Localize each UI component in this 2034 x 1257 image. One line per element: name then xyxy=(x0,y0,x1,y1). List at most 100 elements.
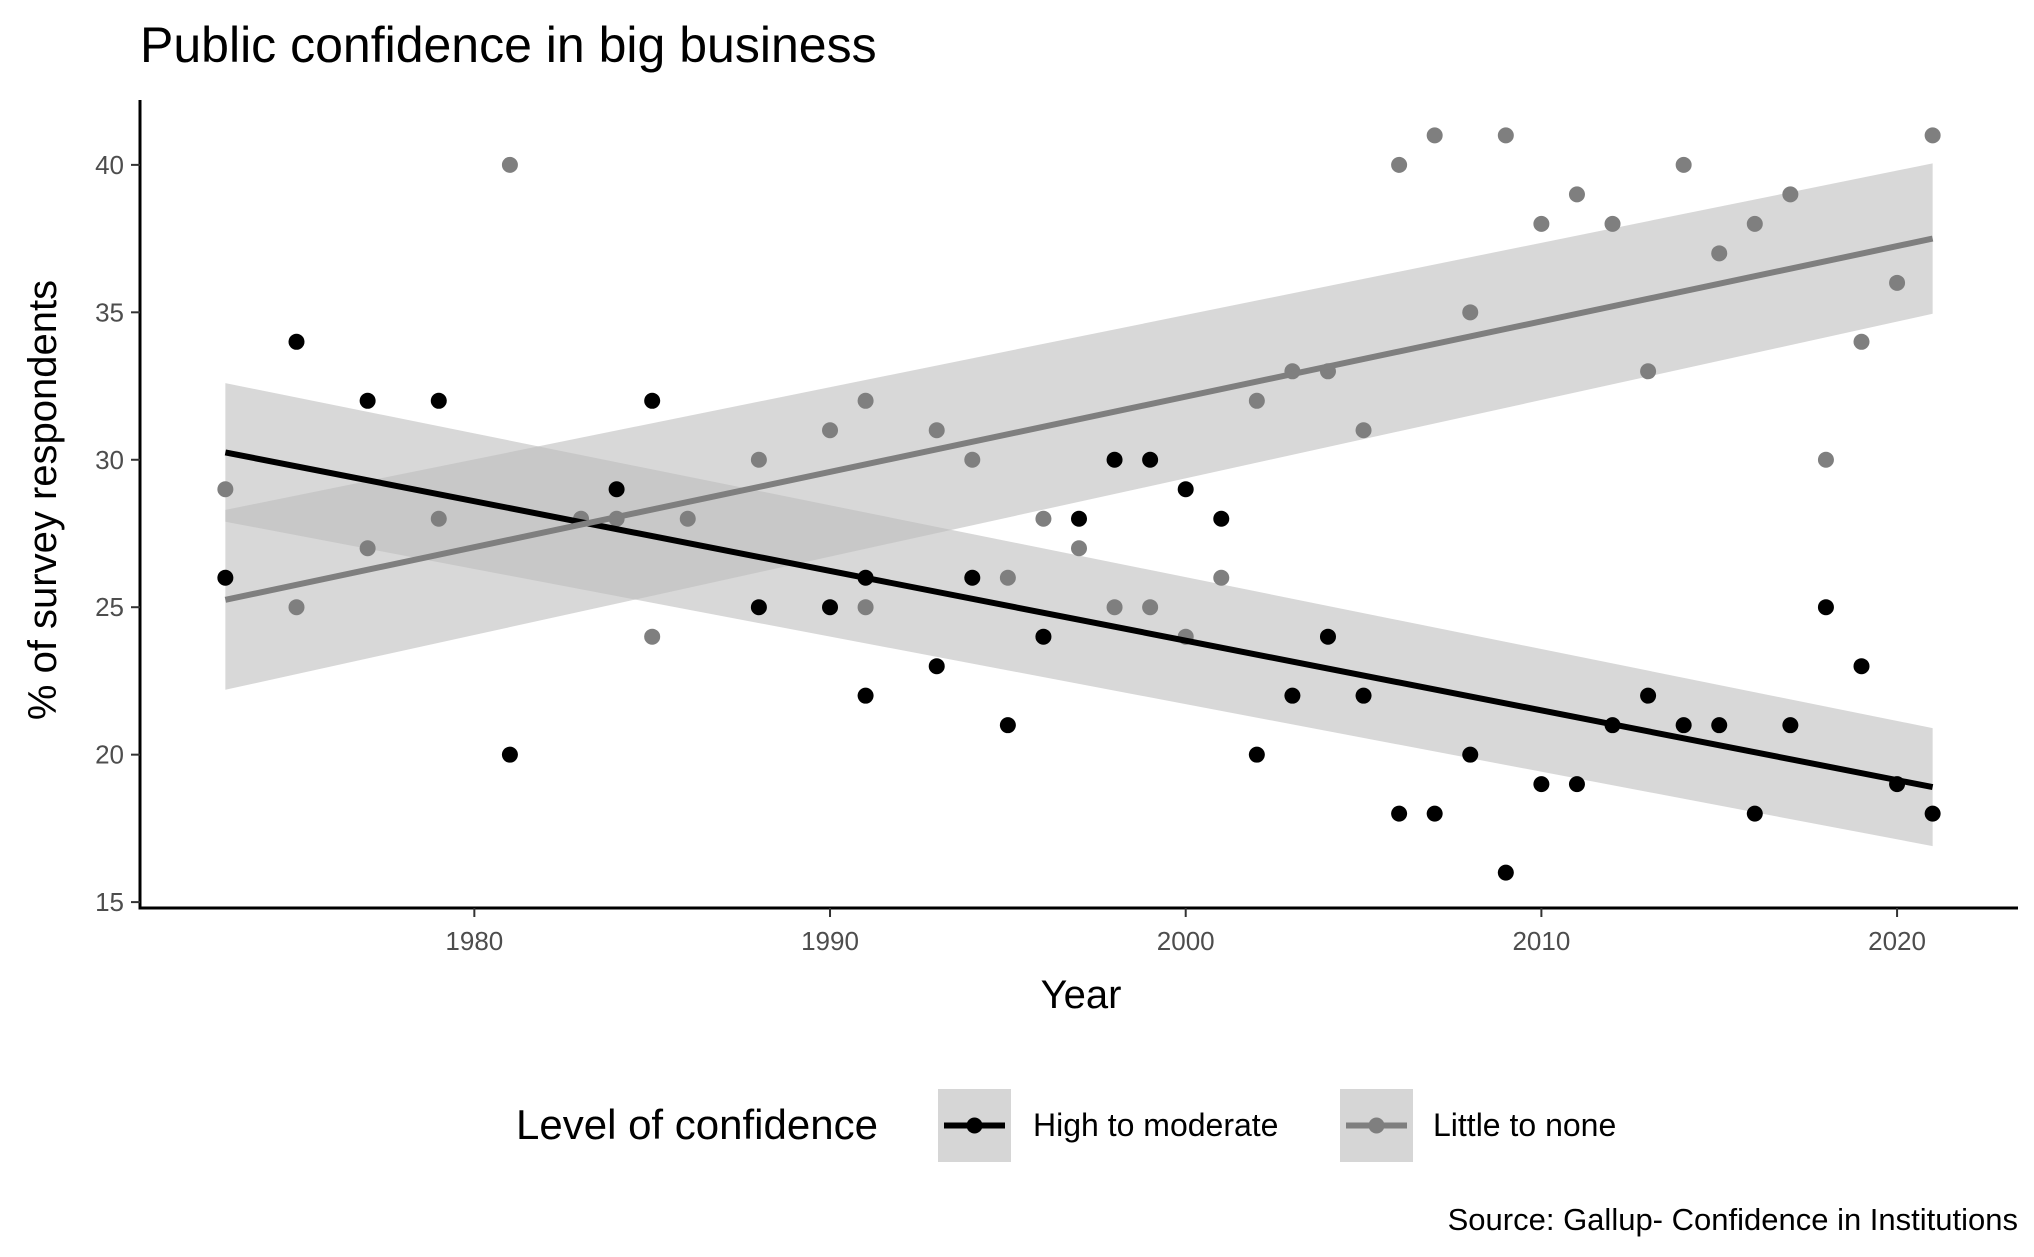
data-point-high-to-moderate xyxy=(822,599,839,616)
data-point-little-to-none xyxy=(1142,599,1159,616)
legend: Level of confidence High to moderate Lit… xyxy=(516,1089,1616,1162)
y-tick-label: 15 xyxy=(95,887,124,917)
trend-line-high-to-moderate xyxy=(224,449,1934,791)
data-point-high-to-moderate xyxy=(1711,717,1728,734)
data-point-high-to-moderate xyxy=(1248,746,1265,763)
data-point-high-to-moderate xyxy=(1675,717,1692,734)
x-axis-title: Year xyxy=(1041,973,1122,1017)
data-point-high-to-moderate xyxy=(288,333,305,350)
x-tick-label: 1990 xyxy=(801,926,859,956)
x-tick-label: 2000 xyxy=(1157,926,1215,956)
data-point-high-to-moderate xyxy=(1924,805,1941,822)
data-point-high-to-moderate xyxy=(1391,805,1408,822)
data-point-high-to-moderate xyxy=(644,392,661,409)
data-point-high-to-moderate xyxy=(1142,451,1159,468)
data-point-high-to-moderate xyxy=(1533,776,1550,793)
data-point-high-to-moderate xyxy=(1462,746,1479,763)
data-point-little-to-none xyxy=(430,510,447,527)
data-point-high-to-moderate xyxy=(928,658,945,675)
data-point-high-to-moderate xyxy=(1177,481,1194,498)
data-point-high-to-moderate xyxy=(964,569,981,586)
legend-label-little-to-none: Little to none xyxy=(1433,1107,1616,1143)
data-point-high-to-moderate xyxy=(1568,776,1585,793)
source-caption: Source: Gallup- Confidence in Institutio… xyxy=(1448,1202,2018,1237)
data-point-little-to-none xyxy=(1071,540,1087,557)
legend-label-high-to-moderate: High to moderate xyxy=(1033,1107,1278,1143)
data-point-little-to-none xyxy=(1746,215,1763,232)
data-point-little-to-none xyxy=(288,599,305,616)
data-point-high-to-moderate xyxy=(1640,687,1657,704)
x-tick-label: 1980 xyxy=(445,926,503,956)
data-point-little-to-none xyxy=(1213,569,1230,586)
data-point-little-to-none xyxy=(1853,333,1870,350)
data-point-high-to-moderate xyxy=(1035,628,1052,645)
data-point-high-to-moderate xyxy=(430,392,447,409)
data-point-high-to-moderate xyxy=(1426,805,1443,822)
data-point-little-to-none xyxy=(1462,304,1479,321)
legend-key-point-high-to-moderate xyxy=(966,1117,983,1134)
data-point-little-to-none xyxy=(1106,599,1123,616)
data-point-high-to-moderate xyxy=(1071,510,1087,527)
data-point-high-to-moderate xyxy=(1497,864,1514,881)
y-tick-label: 30 xyxy=(95,445,124,475)
data-point-little-to-none xyxy=(1497,127,1514,144)
data-point-high-to-moderate xyxy=(359,392,376,409)
data-point-little-to-none xyxy=(501,156,518,173)
data-point-little-to-none xyxy=(1533,215,1550,232)
data-point-little-to-none xyxy=(644,628,661,645)
data-point-little-to-none xyxy=(1248,392,1265,409)
data-point-little-to-none xyxy=(1675,156,1692,173)
confidence-band-little-to-none xyxy=(225,163,1933,690)
data-point-high-to-moderate xyxy=(501,746,518,763)
data-point-little-to-none xyxy=(1568,186,1585,203)
data-point-little-to-none xyxy=(217,481,234,498)
legend-key-point-little-to-none xyxy=(1368,1117,1385,1134)
data-point-high-to-moderate xyxy=(1319,628,1336,645)
data-point-little-to-none xyxy=(928,422,945,439)
data-point-high-to-moderate xyxy=(1817,599,1834,616)
y-tick-label: 20 xyxy=(95,740,124,770)
data-point-high-to-moderate xyxy=(608,481,625,498)
data-point-little-to-none xyxy=(1711,245,1728,262)
data-point-little-to-none xyxy=(1355,422,1372,439)
data-point-little-to-none xyxy=(1604,215,1621,232)
y-axis-title: % of survey respondents xyxy=(21,280,65,720)
data-point-little-to-none xyxy=(1782,186,1799,203)
data-point-high-to-moderate xyxy=(217,569,234,586)
data-point-little-to-none xyxy=(1035,510,1052,527)
y-tick-label: 40 xyxy=(95,150,124,180)
data-point-high-to-moderate xyxy=(1782,717,1799,734)
y-tick-label: 25 xyxy=(95,592,124,622)
data-point-little-to-none xyxy=(1889,274,1906,291)
x-tick-label: 2010 xyxy=(1512,926,1570,956)
data-point-little-to-none xyxy=(359,540,376,557)
data-point-little-to-none xyxy=(1426,127,1443,144)
data-point-little-to-none xyxy=(857,599,874,616)
trend-line-little-to-none xyxy=(224,235,1934,603)
data-point-high-to-moderate xyxy=(1106,451,1123,468)
data-point-little-to-none xyxy=(1817,451,1834,468)
data-point-little-to-none xyxy=(999,569,1016,586)
data-point-high-to-moderate xyxy=(857,687,874,704)
data-point-high-to-moderate xyxy=(1746,805,1763,822)
data-point-little-to-none xyxy=(1391,156,1408,173)
data-point-high-to-moderate xyxy=(750,599,767,616)
axes: 1980 1990 2000 2010 2020 15 20 25 30 35 40 xyxy=(95,100,2018,956)
legend-title: Level of confidence xyxy=(516,1101,878,1148)
data-point-little-to-none xyxy=(1640,363,1657,380)
chart-title: Public confidence in big business xyxy=(140,17,877,73)
data-point-high-to-moderate xyxy=(1355,687,1372,704)
data-point-little-to-none xyxy=(679,510,696,527)
data-point-little-to-none xyxy=(822,422,839,439)
x-tick-label: 2020 xyxy=(1868,926,1926,956)
data-point-high-to-moderate xyxy=(1213,510,1230,527)
data-point-high-to-moderate xyxy=(1853,658,1870,675)
data-point-high-to-moderate xyxy=(1284,687,1301,704)
data-point-little-to-none xyxy=(964,451,981,468)
y-tick-label: 35 xyxy=(95,297,124,327)
plot-area xyxy=(217,127,1941,881)
data-point-little-to-none xyxy=(750,451,767,468)
data-point-little-to-none xyxy=(1924,127,1941,144)
